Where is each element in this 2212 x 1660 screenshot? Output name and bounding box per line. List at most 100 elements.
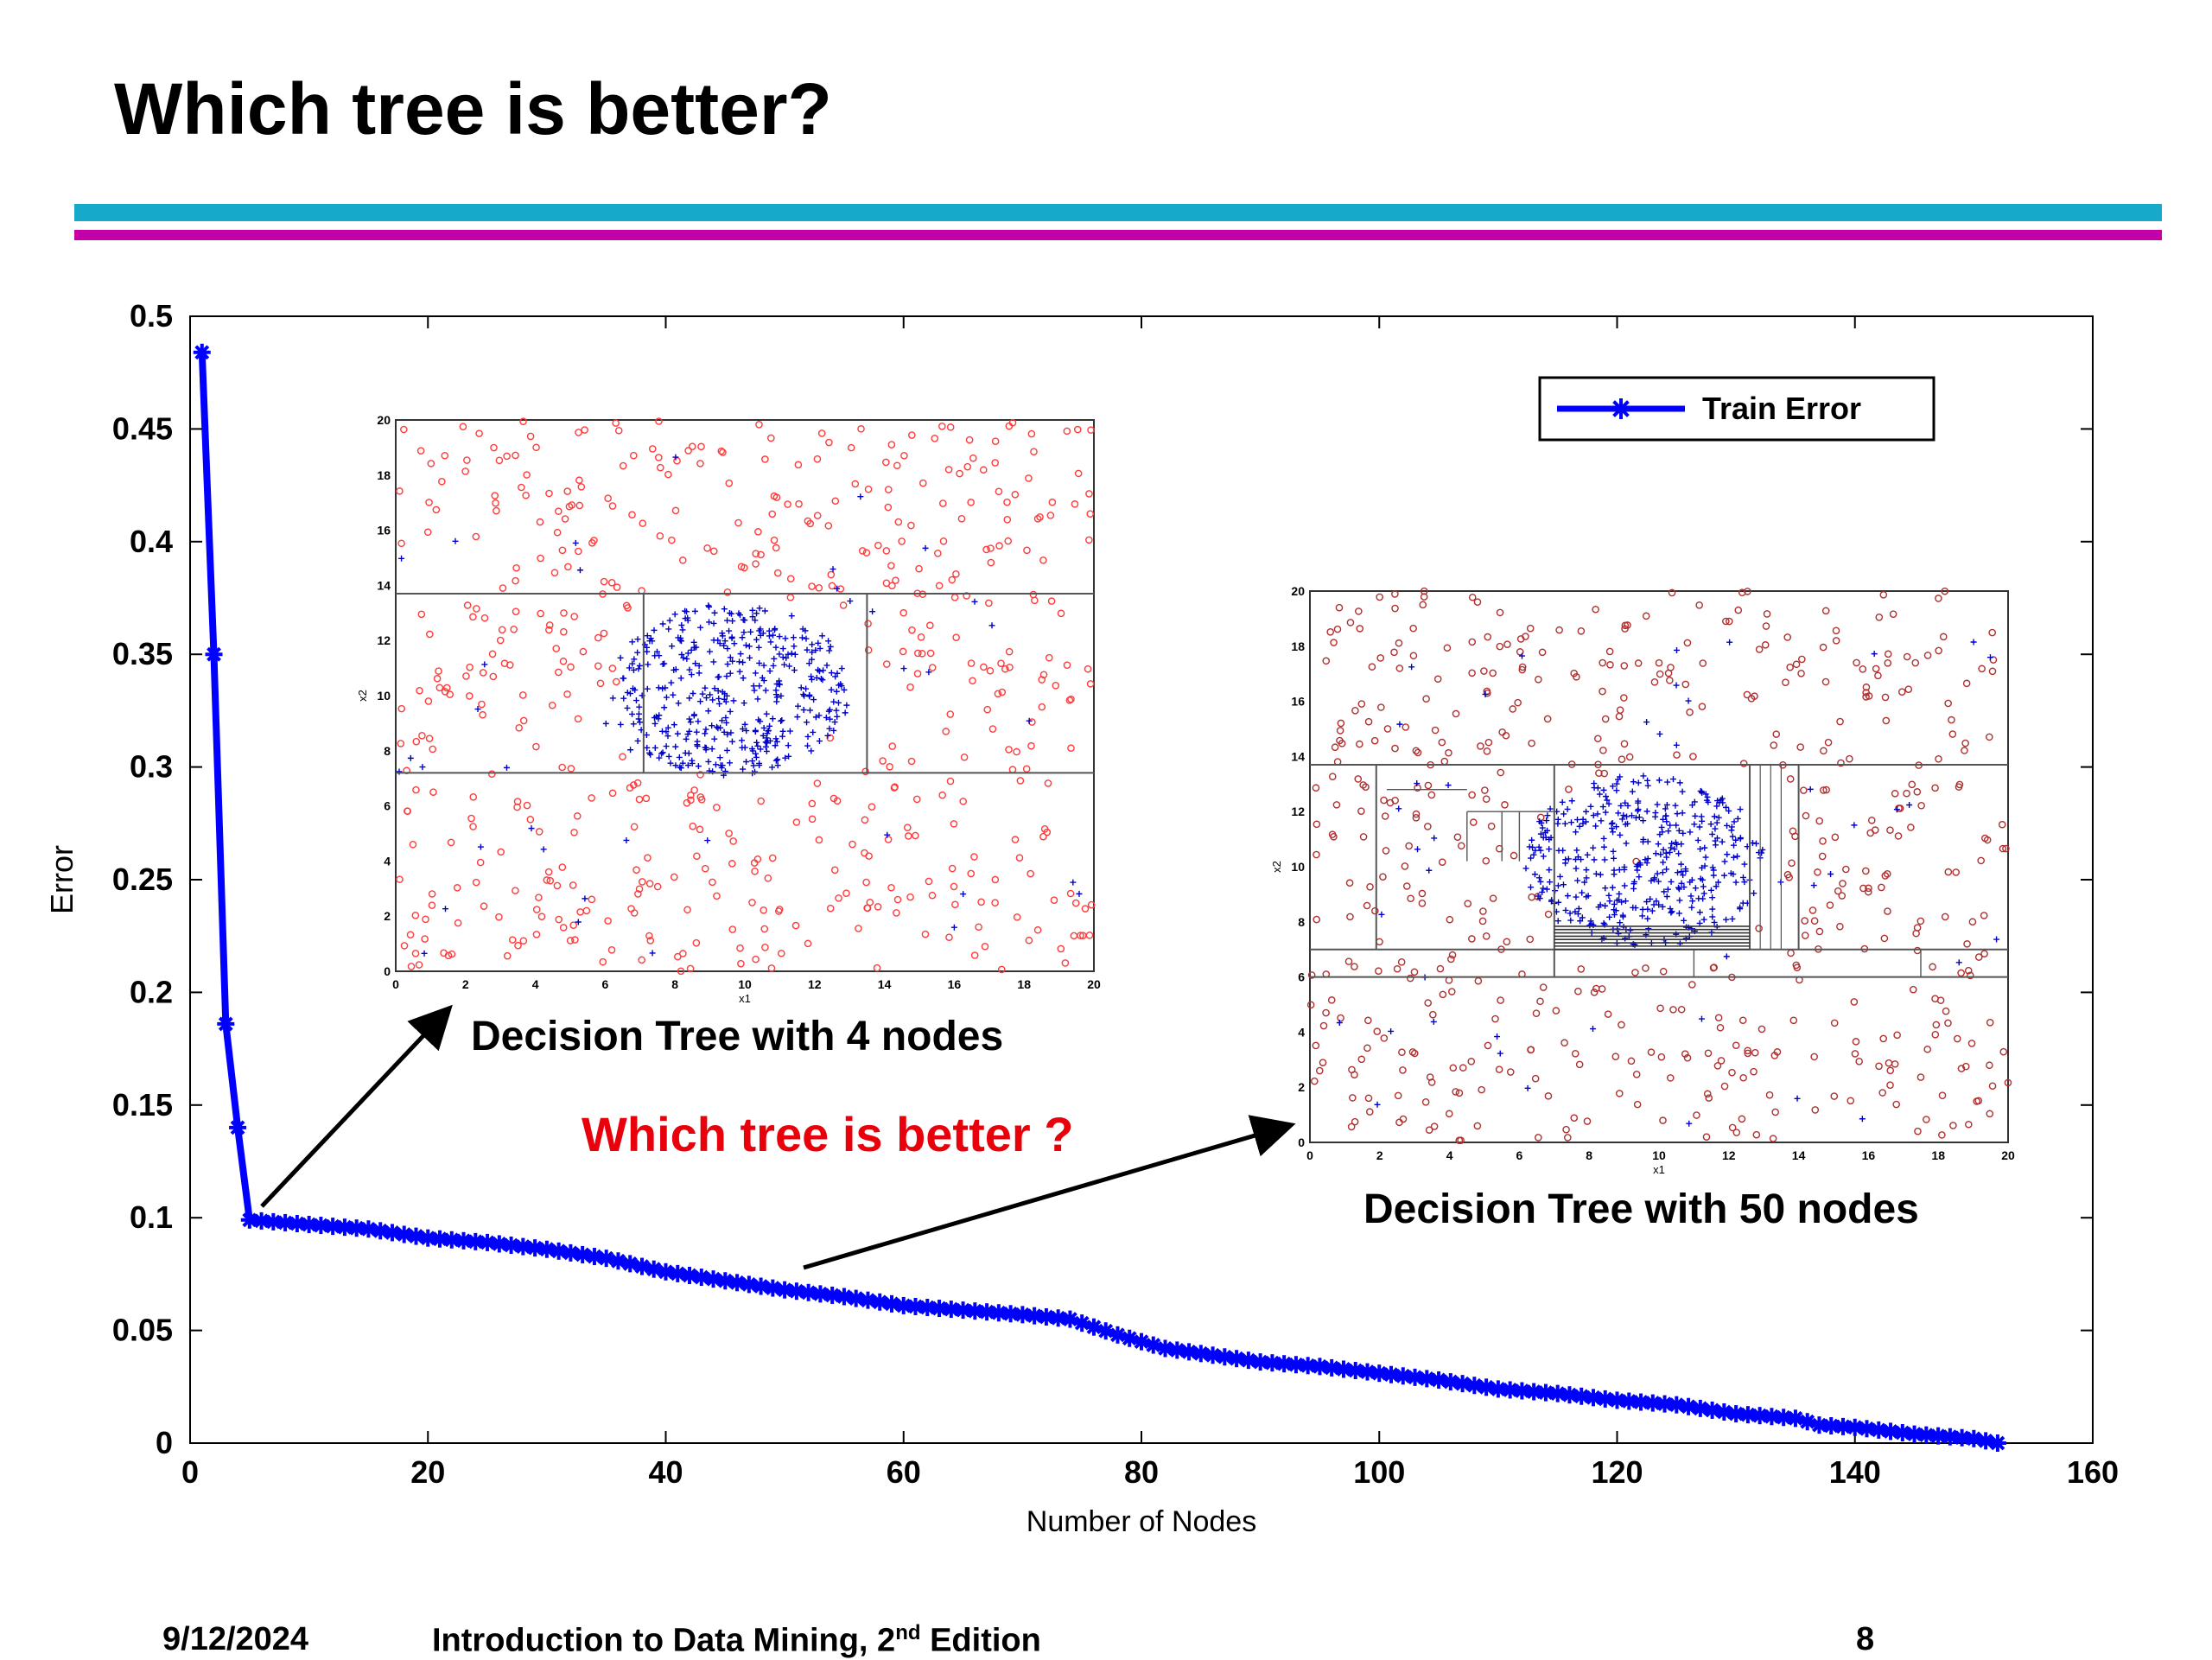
- footer-page: 8: [1856, 1621, 1875, 1657]
- inset-4-nodes-class-plus: [684, 650, 691, 657]
- inset-50-nodes-class-plus: [1539, 888, 1546, 895]
- inset-4-nodes-class-plus: [629, 660, 636, 667]
- inset-50-nodes-class-circle: [1480, 667, 1488, 675]
- y-tick-label: 0.35: [112, 636, 173, 671]
- inset-4-nodes-class-plus: [808, 747, 815, 754]
- inset-50-nodes-class-plus: [1535, 875, 1542, 881]
- inset-50-nodes-class-circle: [1948, 716, 1955, 724]
- inset-50-nodes-class-circle: [1923, 652, 1932, 659]
- inset-4-nodes-class-plus: [665, 753, 672, 760]
- inset-4-nodes-class-plus: [664, 724, 671, 731]
- inset-4-nodes-class-plus: [791, 651, 798, 658]
- inset-4-nodes-class-circle: [1057, 609, 1065, 618]
- inset-4-nodes-class-plus: [677, 765, 684, 772]
- inset-4-nodes-class-circle: [515, 724, 523, 732]
- inset-50-nodes-class-circle: [1986, 1110, 1994, 1118]
- inset-4-nodes-x-tick-label: 14: [878, 977, 892, 991]
- data-point: [752, 1277, 770, 1295]
- inset-4-nodes-class-circle: [495, 456, 504, 465]
- inset-4-nodes-class-plus: [677, 764, 683, 771]
- inset-4-nodes-class-circle: [713, 892, 721, 900]
- y-tick-label: 0.1: [130, 1199, 173, 1235]
- inset-50-nodes-class-circle: [1611, 1053, 1620, 1060]
- inset-4-nodes-class-circle: [426, 630, 434, 639]
- inset-4-nodes-class-circle: [429, 788, 437, 796]
- inset-4-nodes-class-circle: [784, 500, 791, 508]
- inset-50-nodes-class-circle: [1923, 1045, 1931, 1053]
- inset-4-nodes-class-plus: [707, 691, 714, 698]
- inset-50-nodes-class-circle: [1424, 781, 1433, 790]
- star-stroke: [896, 1298, 912, 1313]
- inset-50-nodes-class-circle: [1886, 1081, 1894, 1089]
- inset-4-nodes-class-plus: [826, 647, 833, 654]
- inset-4-nodes-class-plus: [696, 670, 702, 677]
- star-stroke: [1612, 400, 1630, 417]
- inset-50-nodes-class-circle: [1744, 1049, 1752, 1058]
- star-stroke: [1990, 1435, 2005, 1451]
- inset-50-nodes-class-plus: [1667, 822, 1674, 829]
- inset-4-nodes-class-circle: [855, 925, 862, 932]
- inset-4-nodes-class-circle: [946, 777, 955, 785]
- inset-4-nodes-class-plus: [835, 699, 842, 706]
- inset-4-nodes-class-circle: [555, 668, 563, 677]
- inset-4-nodes-class-circle: [696, 793, 705, 801]
- inset-4-nodes-class-circle: [857, 425, 865, 433]
- inset-50-nodes-class-circle: [1702, 1133, 1711, 1141]
- inset-4-nodes-class-plus: [800, 707, 807, 714]
- inset-4-nodes-class-circle: [522, 491, 530, 499]
- inset-4-nodes-class-plus: [819, 677, 826, 684]
- inset-50-nodes-class-plus: [1691, 798, 1698, 805]
- inset-50-nodes-class-plus: [1573, 829, 1580, 836]
- inset-50-nodes-class-circle: [1506, 1068, 1515, 1076]
- inset-50-nodes-class-plus: [1675, 884, 1682, 891]
- star-stroke: [1693, 1401, 1708, 1416]
- inset-4-nodes-class-plus: [711, 609, 718, 616]
- inset-50-nodes-class-circle: [1429, 1010, 1437, 1019]
- inset-4-nodes-class-plus: [764, 740, 771, 747]
- inset-4-nodes-class-circle: [1011, 491, 1020, 499]
- data-point: [1430, 1371, 1448, 1389]
- inset-4-nodes-class-circle: [683, 906, 691, 914]
- inset-4-nodes-class-circle: [946, 710, 955, 718]
- inset-50-nodes-class-circle: [1452, 709, 1460, 718]
- inset-50-nodes-x-tick-label: 4: [1446, 1148, 1453, 1162]
- inset-50-nodes-class-circle: [1709, 964, 1718, 972]
- inset-4-nodes-class-circle: [438, 477, 446, 486]
- inset-4-nodes-class-circle: [887, 883, 895, 892]
- inset-4-nodes-class-circle: [544, 868, 553, 876]
- inset-4-nodes-class-circle: [523, 801, 531, 810]
- inset-4-nodes-class-circle: [575, 547, 582, 556]
- inset-50-nodes-class-circle: [1359, 833, 1368, 841]
- inset-50-nodes-x-tick-label: 14: [1792, 1148, 1806, 1162]
- inset-50-nodes-class-circle: [1482, 795, 1491, 803]
- inset-4-nodes-class-circle: [925, 877, 933, 886]
- inset-4-nodes-class-circle: [404, 807, 411, 815]
- inset-4-nodes-class-plus: [477, 843, 484, 850]
- inset-4-nodes-class-circle: [412, 785, 420, 794]
- inset-50-nodes-class-circle: [1528, 739, 1535, 747]
- inset-4-nodes-class-plus: [727, 708, 734, 715]
- star-stroke: [563, 1245, 578, 1261]
- inset-4-nodes-class-circle: [967, 499, 975, 506]
- inset-4-nodes-class-circle: [688, 442, 696, 450]
- inset-4-nodes-class-circle: [642, 794, 651, 803]
- inset-4-nodes-class-circle: [479, 669, 487, 677]
- inset-4-nodes-class-plus: [647, 635, 654, 642]
- star-stroke: [1764, 1409, 1779, 1424]
- x-tick-label: 140: [1829, 1454, 1881, 1490]
- inset-50-nodes-class-circle: [1425, 1126, 1433, 1134]
- star-stroke: [1360, 1364, 1375, 1380]
- inset-50-nodes-class-plus: [1659, 829, 1666, 836]
- inset-50-nodes-class-circle: [1627, 1057, 1636, 1065]
- inset-4-nodes-class-circle: [987, 544, 995, 552]
- inset-50-nodes-class-circle: [1351, 963, 1358, 970]
- inset-50-nodes-class-circle: [1600, 769, 1609, 778]
- inset-4-nodes-class-plus: [766, 633, 772, 639]
- inset-50-nodes-class-plus: [1702, 791, 1709, 798]
- inset-4-nodes-class-circle: [630, 823, 639, 831]
- inset-4-nodes-class-circle: [619, 461, 627, 470]
- inset-50-nodes-class-plus: [1543, 817, 1550, 824]
- inset-50-nodes-class-plus: [1590, 844, 1597, 851]
- inset-4-nodes-class-circle: [454, 919, 462, 927]
- inset-50-nodes-class-plus: [1711, 813, 1718, 820]
